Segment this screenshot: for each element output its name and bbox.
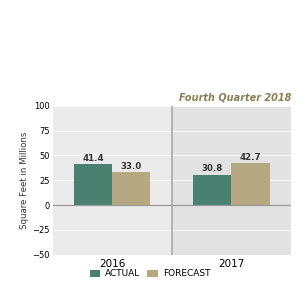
Text: 30.8: 30.8 xyxy=(202,164,223,173)
Y-axis label: Square Feet in Millions: Square Feet in Millions xyxy=(20,132,29,229)
Text: 42.7: 42.7 xyxy=(240,153,261,162)
Text: The NAIOP Office Space Demand Forecast: The NAIOP Office Space Demand Forecast xyxy=(12,18,290,31)
Bar xyxy=(172,106,291,255)
Bar xyxy=(112,172,150,205)
Text: Fourth Quarter 2018: Fourth Quarter 2018 xyxy=(178,93,291,103)
Text: 41.4: 41.4 xyxy=(82,154,104,163)
Bar xyxy=(74,164,112,205)
Text: TABLE 2: TABLE 2 xyxy=(12,3,41,9)
Bar xyxy=(193,175,231,205)
Text: 33.0: 33.0 xyxy=(121,162,142,171)
Bar xyxy=(52,106,172,255)
Bar xyxy=(231,163,269,205)
Legend: ACTUAL, FORECAST: ACTUAL, FORECAST xyxy=(86,266,214,282)
Text: U.S. Markets, Annual Net Absorption: U.S. Markets, Annual Net Absorption xyxy=(12,47,256,60)
